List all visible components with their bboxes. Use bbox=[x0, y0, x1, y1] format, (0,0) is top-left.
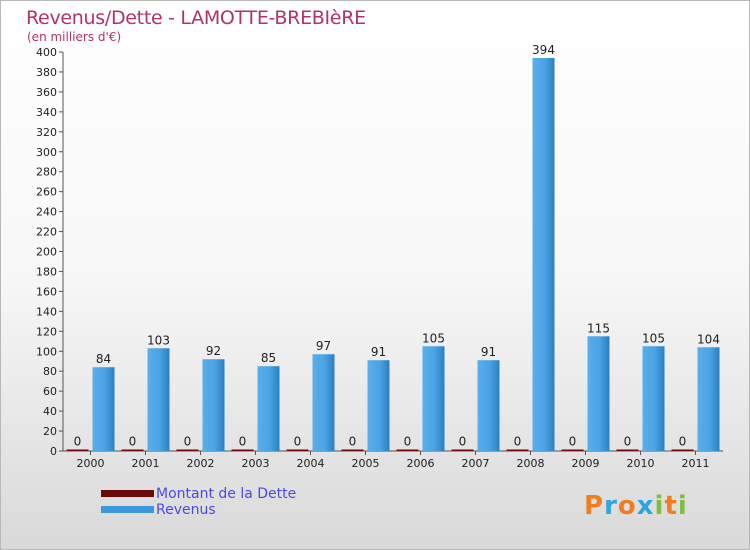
y-tick-label: 320 bbox=[36, 126, 57, 139]
data-label-revenus: 84 bbox=[96, 352, 111, 366]
bar-dette bbox=[66, 449, 89, 451]
y-tick-label: 80 bbox=[43, 365, 57, 378]
data-label-revenus: 97 bbox=[316, 339, 331, 353]
bar-revenus bbox=[532, 57, 555, 452]
data-label-revenus: 91 bbox=[481, 345, 496, 359]
bar-dette bbox=[451, 449, 474, 451]
x-tick-label: 2009 bbox=[572, 457, 600, 470]
data-label-revenus: 91 bbox=[371, 345, 386, 359]
bar-revenus bbox=[257, 366, 280, 451]
data-label-revenus: 103 bbox=[147, 333, 170, 347]
legend-label-revenus: Revenus bbox=[156, 502, 216, 518]
y-tick-label: 380 bbox=[36, 66, 57, 79]
logo-letter: x bbox=[636, 491, 655, 521]
bar-revenus bbox=[312, 354, 335, 451]
data-label-dette: 0 bbox=[404, 435, 412, 449]
y-tick-label: 200 bbox=[36, 246, 57, 259]
data-label-revenus: 105 bbox=[642, 331, 665, 345]
data-label-revenus: 104 bbox=[697, 332, 720, 346]
bar-revenus bbox=[367, 360, 390, 451]
data-label-revenus: 105 bbox=[422, 331, 445, 345]
bar-revenus bbox=[202, 359, 225, 451]
data-label-dette: 0 bbox=[624, 435, 632, 449]
logo-letter: r bbox=[604, 491, 618, 521]
logo-letter: i bbox=[677, 491, 688, 521]
x-tick-label: 2004 bbox=[297, 457, 325, 470]
y-tick-label: 60 bbox=[43, 385, 57, 398]
data-label-dette: 0 bbox=[239, 435, 247, 449]
bar-dette bbox=[561, 449, 584, 451]
bar-revenus bbox=[587, 336, 610, 451]
y-tick-label: 40 bbox=[43, 405, 57, 418]
y-tick-label: 100 bbox=[36, 345, 57, 358]
data-label-dette: 0 bbox=[184, 435, 192, 449]
y-tick-label: 400 bbox=[36, 46, 57, 59]
y-tick-label: 300 bbox=[36, 146, 57, 159]
legend-label-dette: Montant de la Dette bbox=[156, 486, 297, 502]
data-label-dette: 0 bbox=[459, 435, 467, 449]
proxiti-logo: Proxiti bbox=[584, 491, 688, 521]
x-tick-label: 2010 bbox=[627, 457, 655, 470]
x-tick-label: 2008 bbox=[517, 457, 545, 470]
y-tick-label: 360 bbox=[36, 86, 57, 99]
bar-dette bbox=[286, 449, 309, 451]
data-label-dette: 0 bbox=[129, 435, 137, 449]
data-label-revenus: 394 bbox=[532, 43, 555, 57]
bar-dette bbox=[231, 449, 254, 451]
data-label-dette: 0 bbox=[74, 435, 82, 449]
bar-dette bbox=[671, 449, 694, 451]
x-tick-label: 2011 bbox=[682, 457, 710, 470]
x-tick-label: 2006 bbox=[407, 457, 435, 470]
chart-subtitle: (en milliers d'€) bbox=[27, 30, 122, 44]
y-tick-label: 140 bbox=[36, 305, 57, 318]
x-tick-label: 2002 bbox=[187, 457, 215, 470]
y-tick-label: 160 bbox=[36, 285, 57, 298]
bar-dette bbox=[121, 449, 144, 451]
data-label-dette: 0 bbox=[679, 435, 687, 449]
logo-letter: i bbox=[654, 491, 665, 521]
chart-title: Revenus/Dette - LAMOTTE-BREBIèRE bbox=[26, 7, 366, 29]
data-label-revenus: 85 bbox=[261, 351, 276, 365]
logo-letter: P bbox=[584, 491, 605, 521]
x-tick-label: 2000 bbox=[77, 457, 105, 470]
bar-dette bbox=[396, 449, 419, 451]
x-tick-label: 2001 bbox=[132, 457, 160, 470]
legend-swatch-dette bbox=[101, 490, 154, 497]
data-label-dette: 0 bbox=[514, 435, 522, 449]
bar-dette bbox=[176, 449, 199, 451]
bar-revenus bbox=[697, 347, 720, 451]
data-label-dette: 0 bbox=[349, 435, 357, 449]
bar-revenus bbox=[147, 348, 170, 451]
logo-letter: t bbox=[664, 491, 678, 521]
data-label-revenus: 92 bbox=[206, 344, 221, 358]
y-tick-label: 180 bbox=[36, 265, 57, 278]
data-label-revenus: 115 bbox=[587, 321, 610, 335]
x-tick-label: 2005 bbox=[352, 457, 380, 470]
y-tick-label: 220 bbox=[36, 226, 57, 239]
bar-revenus bbox=[92, 367, 115, 451]
bar-dette bbox=[341, 449, 364, 451]
y-tick-label: 340 bbox=[36, 106, 57, 119]
y-tick-label: 20 bbox=[43, 425, 57, 438]
x-tick-label: 2007 bbox=[462, 457, 490, 470]
y-tick-label: 0 bbox=[50, 445, 57, 458]
data-label-dette: 0 bbox=[294, 435, 302, 449]
bar-dette bbox=[616, 449, 639, 451]
bar-revenus bbox=[477, 360, 500, 451]
x-tick-label: 2003 bbox=[242, 457, 270, 470]
data-label-dette: 0 bbox=[569, 435, 577, 449]
y-tick-label: 120 bbox=[36, 325, 57, 338]
bar-dette bbox=[506, 449, 529, 451]
logo-letter: o bbox=[617, 491, 637, 521]
bar-revenus bbox=[642, 346, 665, 451]
legend-swatch-revenus bbox=[101, 506, 154, 513]
y-tick-label: 280 bbox=[36, 166, 57, 179]
y-tick-label: 240 bbox=[36, 206, 57, 219]
bar-revenus bbox=[422, 346, 445, 451]
y-tick-label: 260 bbox=[36, 186, 57, 199]
